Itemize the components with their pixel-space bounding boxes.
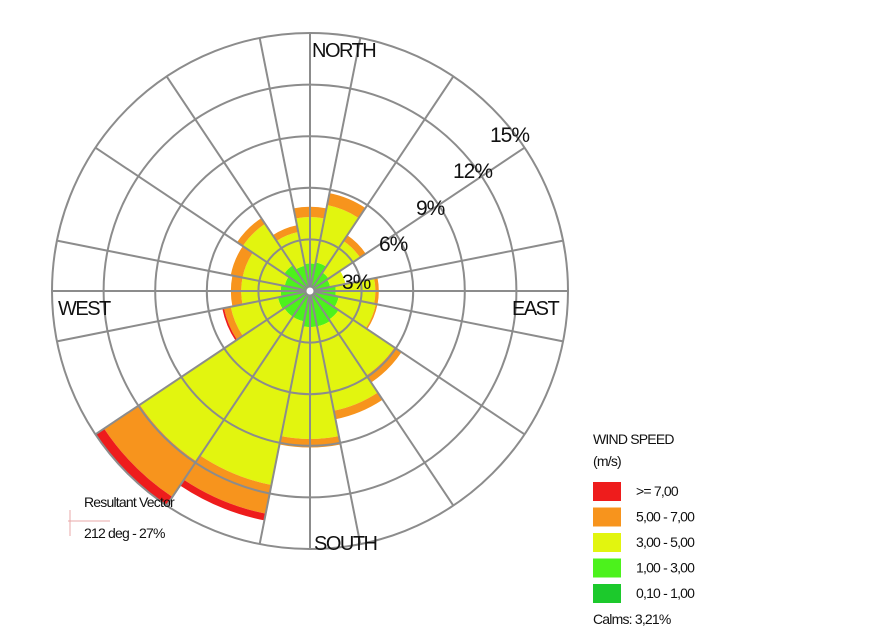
sector-10-band-2 xyxy=(139,308,293,462)
ring-label-15: 15% xyxy=(490,124,529,147)
sector-14-band-3 xyxy=(237,218,266,247)
polar-grid xyxy=(51,32,569,550)
grid-spoke-3 xyxy=(309,239,564,292)
sector-11-band-4 xyxy=(222,308,238,341)
direction-label-south: SOUTH xyxy=(314,533,377,555)
direction-label-north: NORTH xyxy=(312,40,375,62)
grid-spoke-7 xyxy=(309,290,362,545)
sector-2-band-2 xyxy=(322,240,361,279)
calms-label: Calms: 3,21% xyxy=(593,611,671,627)
sector-13-band-3 xyxy=(230,246,253,278)
sector-2-band-1 xyxy=(311,272,329,290)
resultant-vector-title: Resultant Vector xyxy=(84,494,175,510)
legend-items: >= 7,00 5,00 - 7,00 3,00 - 5,00 1,00 - 3,00… xyxy=(593,482,696,603)
sector-14-band-1 xyxy=(284,265,309,290)
ring-label-3: 3% xyxy=(342,271,371,294)
legend-label-2: 3,00 - 5,00 xyxy=(636,534,695,550)
legend-unit: (m/s) xyxy=(593,453,621,469)
grid-spoke-6 xyxy=(309,290,455,507)
legend-swatch-4 xyxy=(593,584,621,603)
legend-label-4: 0,10 - 1,00 xyxy=(636,585,695,601)
grid-spoke-12 xyxy=(56,239,311,292)
ring-label-12: 12% xyxy=(453,160,492,183)
resultant-vector-value: 212 deg - 27% xyxy=(84,525,165,541)
grid-spoke-10 xyxy=(94,290,311,436)
legend-label-0: >= 7,00 xyxy=(636,483,679,499)
grid-spoke-2 xyxy=(309,146,526,292)
legend-swatch-3 xyxy=(593,558,621,578)
legend-swatch-0 xyxy=(593,482,621,501)
legend-label-3: 1,00 - 3,00 xyxy=(636,560,695,576)
sector-5-band-3 xyxy=(365,304,378,330)
direction-label-west: WEST xyxy=(58,298,111,320)
resultant-vector: Resultant Vector 212 deg - 27% xyxy=(68,494,176,541)
grid-spoke-11 xyxy=(56,290,311,343)
sector-11-band-2 xyxy=(230,297,283,336)
grid-spoke-14 xyxy=(165,75,311,292)
sector-14-band-2 xyxy=(242,223,293,274)
grid-spoke-8 xyxy=(258,290,311,545)
sector-3-band-2 xyxy=(327,270,346,287)
legend-swatch-1 xyxy=(593,507,621,527)
direction-labels: NORTH EAST SOUTH WEST xyxy=(58,40,561,555)
grid-spoke-15 xyxy=(258,37,311,292)
ring-labels: 3% 6% 9% 12% 15% xyxy=(342,124,530,294)
ring-label-9: 9% xyxy=(416,197,445,220)
sector-13-band-2 xyxy=(242,252,289,286)
sector-1-band-2 xyxy=(315,204,359,267)
legend-label-1: 5,00 - 7,00 xyxy=(636,509,695,525)
grid-spoke-5 xyxy=(309,290,526,436)
sector-6-band-1 xyxy=(311,292,339,320)
ring-label-6: 6% xyxy=(379,233,408,256)
sector-7-band-2 xyxy=(317,321,378,411)
sector-5-band-2 xyxy=(334,296,376,329)
legend: WIND SPEED (m/s) >= 7,00 5,00 - 7,00 3,00 … xyxy=(593,431,696,627)
center-hole xyxy=(305,286,315,296)
grid-spoke-1 xyxy=(309,75,455,292)
direction-label-east: EAST xyxy=(512,298,560,320)
legend-title: WIND SPEED xyxy=(593,431,674,447)
grid-spoke-4 xyxy=(309,290,564,343)
grid-spoke-0 xyxy=(309,37,362,292)
sector-2-band-3 xyxy=(343,235,366,258)
sector-9-band-4 xyxy=(180,479,266,521)
sector-10-band-4 xyxy=(95,428,173,506)
legend-swatch-2 xyxy=(593,533,621,552)
wind-rose-sectors xyxy=(95,193,402,521)
sector-15-band-3 xyxy=(272,225,299,241)
sector-7-band-3 xyxy=(333,392,383,420)
sector-6-band-3 xyxy=(366,347,402,383)
sector-11-band-3 xyxy=(223,306,243,340)
grid-spoke-9 xyxy=(165,290,311,507)
sector-6-band-2 xyxy=(329,310,395,376)
sector-10-band-3 xyxy=(104,404,197,497)
sector-1-band-3 xyxy=(327,193,366,219)
grid-spoke-13 xyxy=(94,146,311,292)
sector-10-band-1 xyxy=(284,292,309,317)
